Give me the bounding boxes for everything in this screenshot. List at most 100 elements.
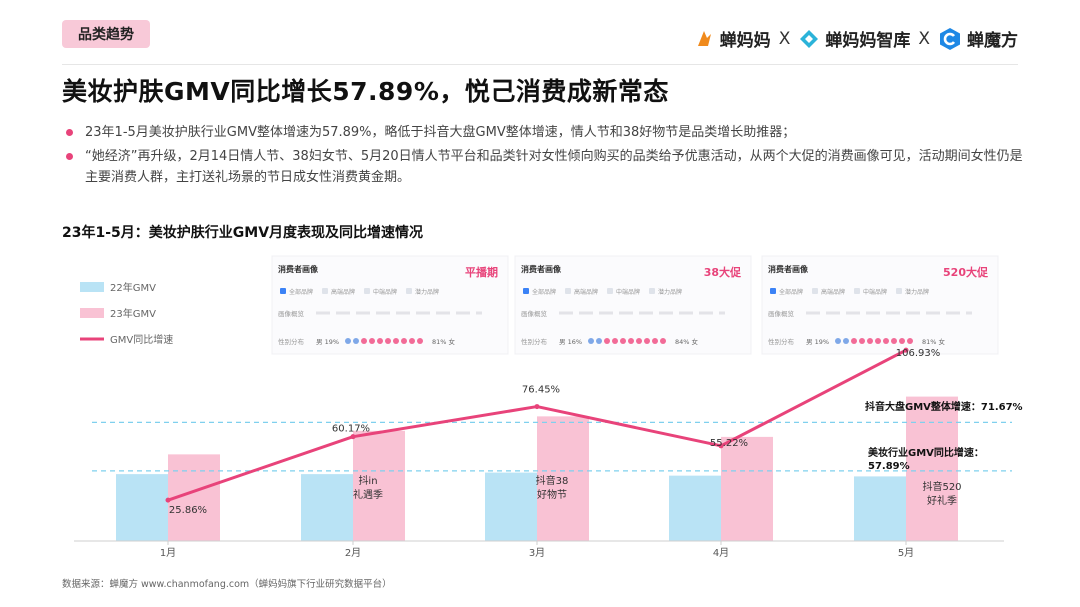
female-person-icon [417,338,423,344]
chanmofang-logo-icon [940,27,960,50]
x-tick-label: 3月 [529,547,545,559]
brand-separator: X [918,28,930,49]
zhiku-logo-icon [800,29,819,48]
panel-row-label: 画像概览 [278,309,305,318]
panel-male-share: 男 16% [559,338,582,346]
x-tick-label: 5月 [898,547,914,559]
category-tag: 品类趋势 [62,20,150,48]
filter-label: 高端品牌 [574,288,598,296]
filter-label: 全部品牌 [779,288,803,296]
female-person-icon [393,338,399,344]
male-person-icon [843,338,849,344]
data-source: 数据来源：蝉魔方 www.chanmofang.com（蝉妈妈旗下行业研究数据平… [62,579,392,590]
filter-checkbox [649,288,655,294]
growth-label: 60.17% [332,424,370,435]
male-person-icon [353,338,359,344]
panel-tag: 平播期 [465,265,498,279]
brand-chanmofang-label: 蝉魔方 [967,31,1018,51]
chart-title: 23年1-5月：美妆护肤行业GMV月度表现及同比增速情况 [62,225,424,241]
filter-label: 中端品牌 [373,288,397,296]
header-divider [62,64,1018,65]
bar-annotation: 抖in [358,474,377,487]
panel-tag: 38大促 [704,265,742,279]
portrait-panel [761,255,999,355]
female-person-icon [660,338,666,344]
page-title: 美妆护肤GMV同比增长57.89%，悦己消费成新常态 [62,77,669,106]
bar-annotation: 抖音38 [536,474,569,487]
filter-checkbox [812,288,818,294]
reference-label: 美妆行业GMV同比增速： [868,446,984,459]
legend-label: 23年GMV [110,307,156,320]
filter-label: 全部品牌 [532,288,556,296]
female-person-icon [385,338,391,344]
bullet-dot-icon [66,129,73,136]
reference-label: 57.89% [868,461,910,472]
male-person-icon [596,338,602,344]
female-person-icon [409,338,415,344]
female-person-icon [612,338,618,344]
growth-point [534,404,540,410]
portrait-panel [271,255,509,355]
growth-point [903,347,909,353]
bar-23 [537,416,589,541]
reference-label: 抖音大盘GMV整体增速：71.67% [865,400,1023,413]
panel-male-share: 男 19% [316,338,339,346]
filter-label: 中端品牌 [616,288,640,296]
growth-point [350,434,356,440]
bar-22 [669,475,721,541]
panel-female-share: 81% 女 [922,337,946,346]
filter-checkbox [364,288,370,294]
filter-checkbox [565,288,571,294]
female-person-icon [377,338,383,344]
filter-label: 潜力品牌 [658,288,682,296]
bar-23 [721,436,773,541]
bar-22 [854,476,906,541]
x-tick-label: 1月 [160,547,176,559]
brand-chanmama: 蝉妈妈 [693,26,771,51]
filter-checkbox [770,288,776,294]
bullet-item: “她经济”再升级，2月14日情人节、38妇女节、5月20日情人节平台和品类针对女… [66,146,1026,188]
filter-label: 高端品牌 [331,288,355,296]
female-person-icon [636,338,642,344]
male-person-icon [835,338,841,344]
growth-point [718,443,724,449]
bullet-dot-icon [66,153,73,160]
legend-swatch-23 [80,308,104,318]
bullet-text: “她经济”再升级，2月14日情人节、38妇女节、5月20日情人节平台和品类针对女… [85,149,1023,185]
portrait-panel [514,255,752,355]
legend-swatch-22 [80,282,104,292]
brand-zhiku-label: 蝉妈妈智库 [825,31,911,51]
chanmama-logo-icon [697,30,711,46]
bar-22 [485,472,537,541]
female-person-icon [361,338,367,344]
male-person-icon [345,338,351,344]
female-person-icon [867,338,873,344]
male-person-icon [588,338,594,344]
female-person-icon [644,338,650,344]
brand-chanmama-label: 蝉妈妈 [719,31,771,51]
panel-female-share: 81% 女 [432,337,456,346]
female-person-icon [401,338,407,344]
panel-tag: 520大促 [943,265,989,279]
x-tick-label: 2月 [345,547,361,559]
bar-23 [906,396,958,541]
bar-23 [353,430,405,541]
x-tick-label: 4月 [713,547,729,559]
female-person-icon [628,338,634,344]
bar-22 [116,474,168,541]
bar-annotation: 礼遇季 [353,488,383,501]
filter-checkbox [854,288,860,294]
filter-checkbox [406,288,412,294]
brand-bar: 蝉妈妈 X 蝉妈妈智库 X 蝉魔方 [693,26,1018,51]
female-person-icon [859,338,865,344]
legend-label: 22年GMV [110,281,156,294]
growth-label: 106.93% [896,348,941,359]
panel-row-label: 性别分布 [278,337,305,346]
summary-bullets: 23年1-5月美妆护肤行业GMV整体增速为57.89%，略低于抖音大盘GMV整体… [66,122,1026,191]
filter-checkbox [322,288,328,294]
female-person-icon [369,338,375,344]
filter-label: 全部品牌 [289,288,313,296]
filter-label: 中端品牌 [863,288,887,296]
growth-label: 76.45% [522,385,560,396]
